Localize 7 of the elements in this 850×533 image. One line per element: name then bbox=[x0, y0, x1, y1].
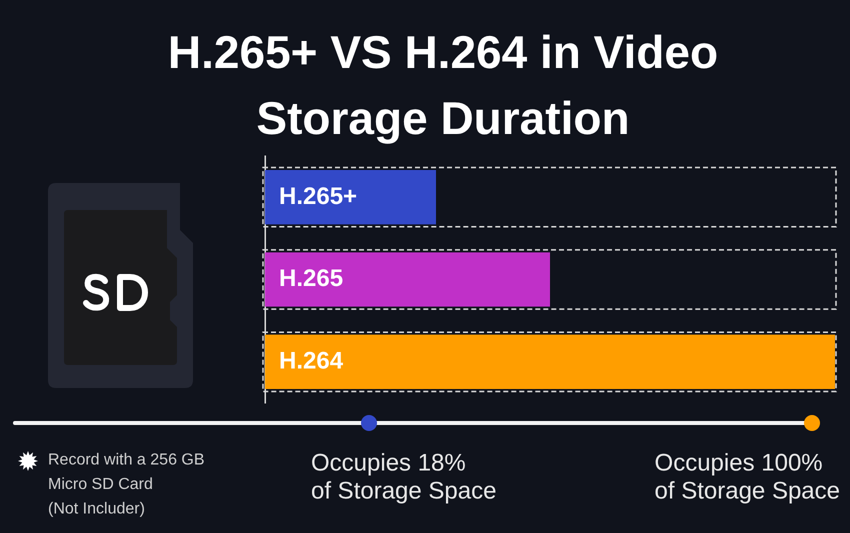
y-tick-label: H.265 bbox=[279, 265, 344, 292]
y-tick-label: H.265+ bbox=[279, 182, 358, 210]
text: Occupies 18% of Storage Space bbox=[311, 450, 496, 505]
y-tick-label: H.264 bbox=[279, 347, 344, 374]
chart-title: H.265+ VS H.264 in Video Storage Duration bbox=[166, 25, 720, 146]
text: Occupies 100% of Storage Space bbox=[654, 450, 840, 505]
text: Record with a 256 GB Micro SD Card (Not Includer) bbox=[48, 451, 205, 518]
